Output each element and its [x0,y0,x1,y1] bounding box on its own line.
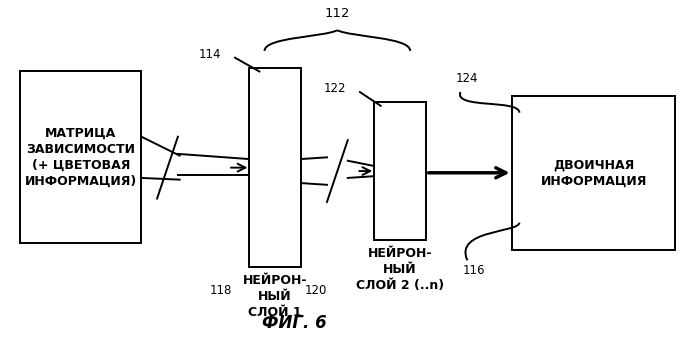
Text: 114: 114 [199,48,221,61]
Text: 124: 124 [456,72,479,85]
Text: 116: 116 [463,264,486,277]
Bar [249,68,301,267]
Bar [20,72,141,243]
Text: ДВОИЧНАЯ
ИНФОРМАЦИЯ: ДВОИЧНАЯ ИНФОРМАЦИЯ [541,158,647,187]
Text: 112: 112 [324,7,350,20]
Text: 122: 122 [324,82,346,95]
Bar [512,96,675,250]
Text: МАТРИЦА
ЗАВИСИМОСТИ
(+ ЦВЕТОВАЯ
ИНФОРМАЦИЯ): МАТРИЦА ЗАВИСИМОСТИ (+ ЦВЕТОВАЯ ИНФОРМАЦ… [24,127,137,188]
Text: 118: 118 [210,284,232,297]
Text: 120: 120 [305,284,327,297]
Text: ФИГ. 6: ФИГ. 6 [261,314,326,333]
Bar [374,102,426,240]
Text: НЕЙРОН-
НЫЙ
СЛОЙ 1: НЕЙРОН- НЫЙ СЛОЙ 1 [243,274,307,319]
Text: НЕЙРОН-
НЫЙ
СЛОЙ 2 (..n): НЕЙРОН- НЫЙ СЛОЙ 2 (..n) [356,247,444,292]
